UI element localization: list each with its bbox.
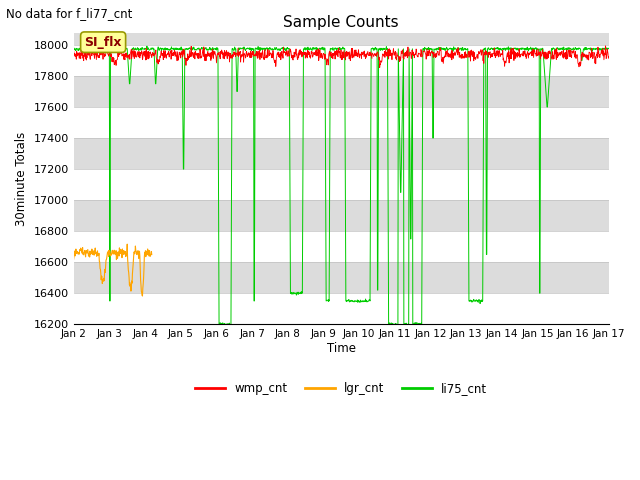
Bar [74,231,609,262]
Bar [74,200,609,231]
Title: Sample Counts: Sample Counts [284,15,399,30]
Bar [74,293,609,324]
Y-axis label: 30minute Totals: 30minute Totals [15,131,28,226]
Bar [74,76,609,107]
Text: No data for f_li77_cnt: No data for f_li77_cnt [6,7,132,20]
X-axis label: Time: Time [326,342,356,355]
Bar [74,107,609,138]
Legend: wmp_cnt, lgr_cnt, li75_cnt: wmp_cnt, lgr_cnt, li75_cnt [191,378,492,400]
Bar [74,45,609,76]
Bar [74,262,609,293]
Bar [74,138,609,169]
Text: SI_flx: SI_flx [84,36,122,48]
Bar [74,169,609,200]
